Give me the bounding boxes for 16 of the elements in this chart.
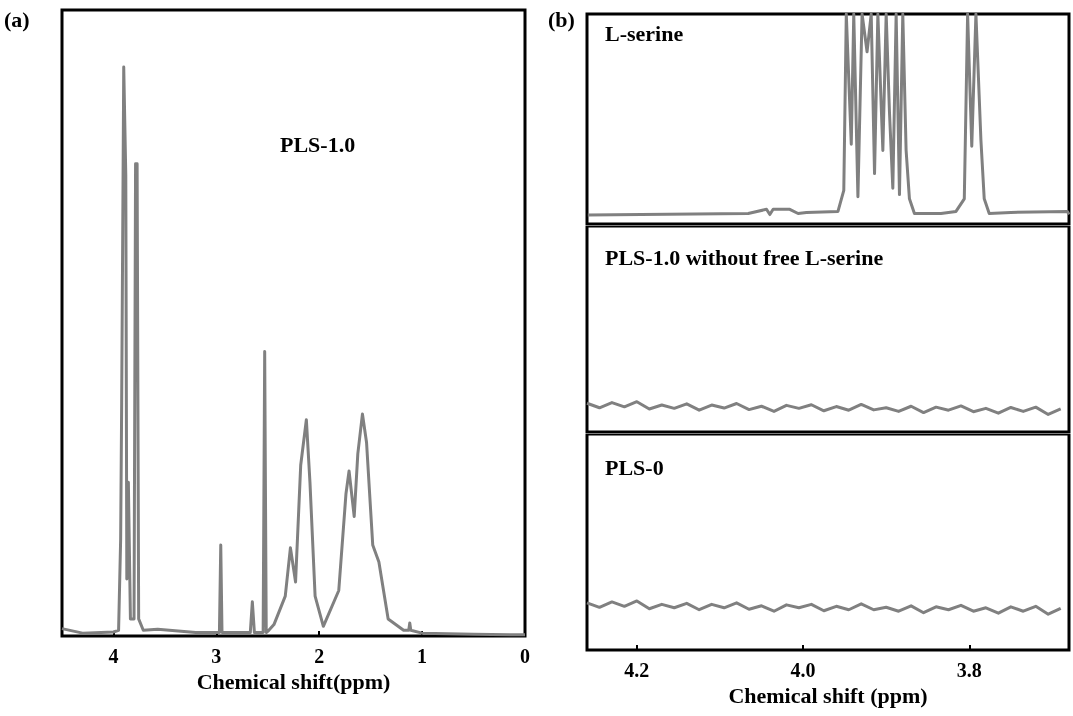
x-tick-label: 4.0 <box>790 659 816 681</box>
x-tick-label: 4 <box>108 645 119 667</box>
text: PLS-1.0 without free L-serine <box>605 244 884 270</box>
x-tick-label: 1 <box>417 645 428 667</box>
annotation: PLS-1.0 <box>280 131 356 157</box>
text: PLS-0 <box>605 454 664 480</box>
x-axis-title: Chemical shift (ppm) <box>728 683 928 709</box>
x-tick-label: 3 <box>211 645 222 667</box>
x-tick-label: 4.2 <box>624 659 650 681</box>
x-tick-label: 2 <box>314 645 325 667</box>
x-tick-label: 0 <box>520 645 530 667</box>
annotation: L-serine <box>605 20 684 46</box>
x-tick-label: 3.8 <box>956 659 982 681</box>
x-axis-title: Chemical shift(ppm) <box>196 669 391 695</box>
chart-title: (b) <box>548 6 575 32</box>
chart-title: (a) <box>4 6 30 32</box>
